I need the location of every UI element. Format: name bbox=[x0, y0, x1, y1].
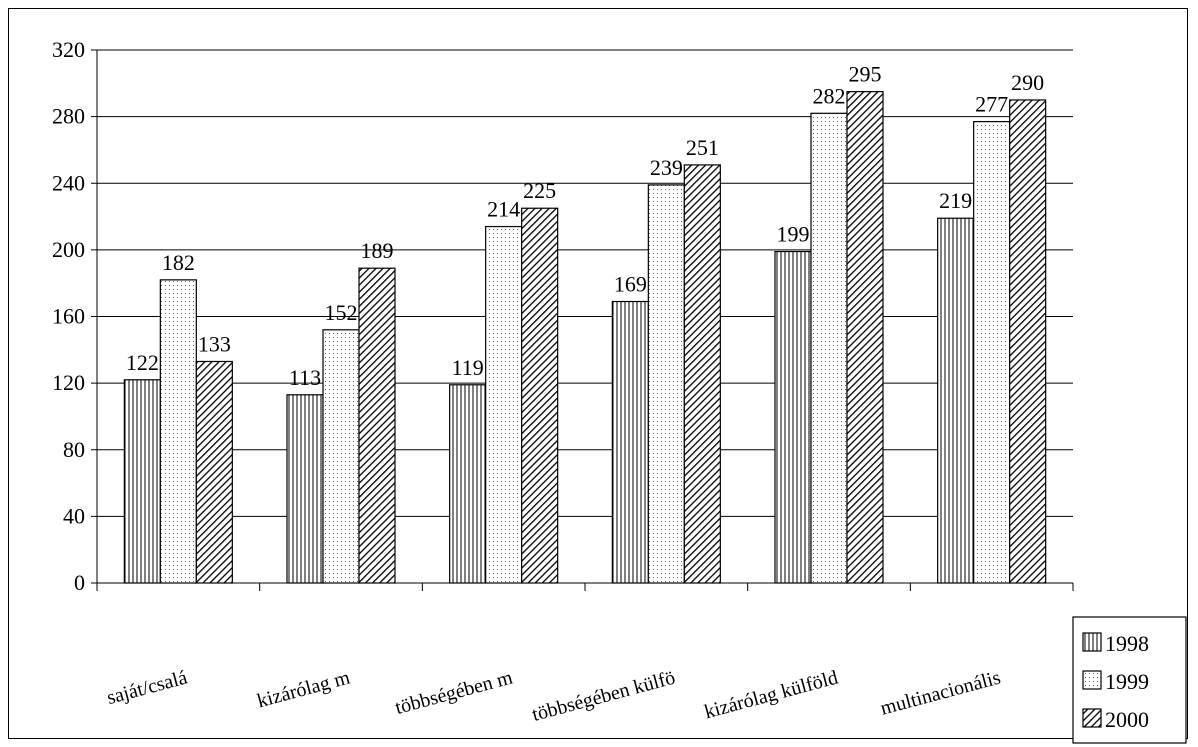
x-category-label: kizárólag m bbox=[255, 666, 353, 712]
bar-1999-5 bbox=[810, 112, 848, 584]
bar-1998-1 bbox=[123, 379, 161, 584]
bar-1999-1 bbox=[159, 279, 197, 584]
bar-2000-6 bbox=[1009, 99, 1047, 584]
legend: 1998 1999 2000 bbox=[1072, 616, 1187, 744]
data-label: 290 bbox=[1011, 70, 1044, 95]
bar-1999-4 bbox=[647, 184, 685, 584]
bar-1998-5 bbox=[774, 250, 812, 584]
x-category-label: többségében külfö bbox=[530, 667, 678, 726]
bar-1998-4 bbox=[611, 300, 649, 584]
bar-2000-4 bbox=[683, 164, 721, 584]
y-tick-label: 160 bbox=[52, 304, 85, 329]
legend-label: 1998 bbox=[1105, 631, 1149, 656]
bar-2000-3 bbox=[521, 207, 559, 584]
legend-swatch-1999 bbox=[1082, 670, 1102, 690]
bar-2000-2 bbox=[358, 267, 396, 584]
x-category-label: többségében m bbox=[393, 666, 516, 719]
data-label: 119 bbox=[452, 355, 484, 380]
data-label: 214 bbox=[487, 197, 520, 222]
data-label: 169 bbox=[614, 272, 647, 297]
bar-1998-6 bbox=[937, 217, 975, 584]
data-label: 152 bbox=[325, 300, 358, 325]
data-label: 282 bbox=[813, 83, 846, 108]
data-label: 182 bbox=[162, 250, 195, 275]
bar-1998-3 bbox=[449, 384, 487, 584]
bar-1999-6 bbox=[973, 121, 1011, 584]
gridlines bbox=[97, 49, 1073, 517]
y-tick-label: 0 bbox=[74, 570, 85, 595]
data-label: 199 bbox=[777, 222, 810, 247]
x-category-label: kizárólag külföld bbox=[702, 667, 840, 724]
data-label: 113 bbox=[289, 365, 321, 390]
y-tick-label: 120 bbox=[52, 370, 85, 395]
y-tick-label: 280 bbox=[52, 104, 85, 129]
legend-swatch-2000 bbox=[1082, 708, 1102, 728]
legend-label: 2000 bbox=[1105, 707, 1149, 732]
data-label: 251 bbox=[686, 135, 719, 160]
legend-swatch-1998 bbox=[1082, 632, 1102, 652]
legend-label: 1999 bbox=[1105, 669, 1149, 694]
y-tick-label: 240 bbox=[52, 170, 85, 195]
bar-1999-2 bbox=[322, 329, 360, 584]
y-axis: 0 40 80 120 160 200 240 280 320 bbox=[52, 37, 98, 595]
bar-1999-3 bbox=[485, 225, 523, 584]
y-tick-label: 40 bbox=[63, 503, 85, 528]
data-label: 219 bbox=[939, 188, 972, 213]
data-label: 295 bbox=[849, 62, 882, 87]
bars bbox=[123, 91, 1047, 584]
data-label: 239 bbox=[650, 155, 683, 180]
data-label: 122 bbox=[126, 350, 159, 375]
data-label: 277 bbox=[975, 92, 1008, 117]
x-category-label: multinacionális bbox=[878, 667, 1003, 720]
y-tick-label: 80 bbox=[63, 437, 85, 462]
bar-1998-2 bbox=[286, 394, 324, 584]
data-label: 189 bbox=[361, 238, 394, 263]
bar-2000-5 bbox=[846, 91, 884, 584]
x-category-label: saját/csalá bbox=[105, 667, 190, 710]
data-label: 225 bbox=[523, 178, 556, 203]
bar-2000-1 bbox=[195, 360, 233, 584]
x-axis: saját/csalá kizárólag m többségében m többs… bbox=[96, 582, 1074, 726]
y-tick-label: 200 bbox=[52, 237, 85, 262]
y-tick-label: 320 bbox=[52, 37, 85, 62]
data-labels: 122 113 119 169 199 219 182 152 214 239 282 277 133 1… bbox=[126, 62, 1044, 390]
data-label: 133 bbox=[198, 331, 231, 356]
